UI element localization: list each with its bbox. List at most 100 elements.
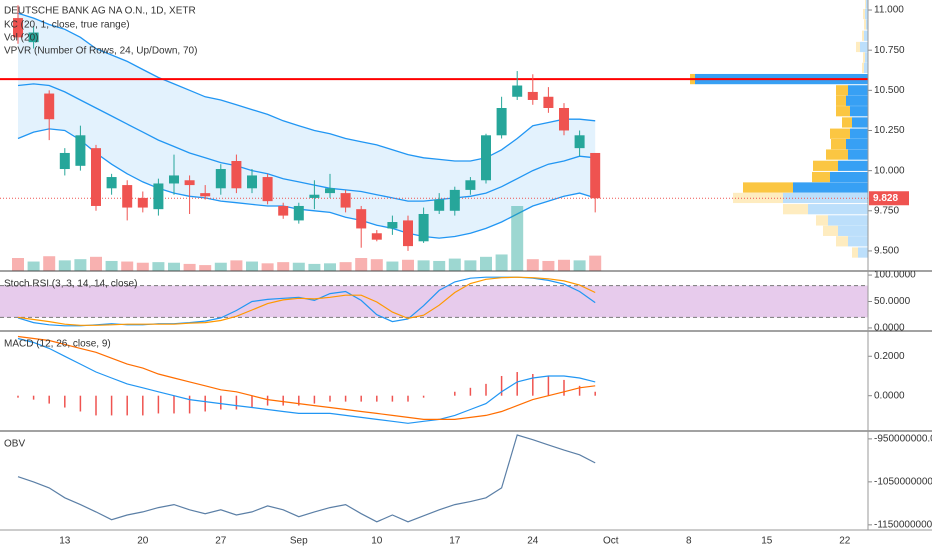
band-fill: [18, 13, 596, 239]
profile-up: [793, 182, 868, 193]
candle-body: [153, 183, 164, 210]
candle-body: [574, 135, 585, 149]
profile-up: [808, 204, 868, 215]
x-tick-label: 20: [137, 536, 149, 547]
y-tick-label: 0.0000: [874, 323, 905, 334]
candle-body: [325, 188, 335, 194]
volume-bar: [386, 261, 399, 271]
candle-body: [309, 194, 320, 198]
candle-body: [137, 197, 148, 208]
profile-down: [865, 0, 866, 9]
profile-down: [813, 160, 838, 171]
profile-up: [828, 215, 868, 226]
pane-title: Vol (20): [4, 33, 38, 44]
price-axis: -950000000.0000 -1050000000.0000 -11500000…: [868, 434, 932, 530]
volume-bar: [589, 255, 602, 271]
volume-bar: [199, 265, 212, 271]
band-line: [17, 83, 596, 202]
profile-up: [866, 19, 868, 30]
volume-bar: [402, 259, 414, 271]
volume-bar: [121, 261, 134, 271]
indicator-line: [17, 276, 596, 326]
candle-body: [122, 185, 133, 208]
y-tick-label: -1050000000.0000: [874, 477, 932, 488]
volume-bar: [308, 263, 321, 271]
profile-down: [826, 149, 848, 160]
x-tick-label: 17: [449, 536, 461, 547]
volume-bar: [246, 261, 258, 271]
x-tick-label: 22: [839, 536, 851, 547]
profile-down: [836, 85, 848, 96]
profile-up: [846, 95, 868, 106]
volume-bar: [12, 258, 24, 271]
pane-title: VPVR (Number Of Rows, 24, Up/Down, 70): [4, 46, 197, 57]
candle-body: [293, 205, 304, 221]
candle-body: [247, 175, 257, 189]
volume-bar: [339, 262, 352, 271]
indicator-line: [17, 335, 596, 420]
volume-bar: [105, 260, 118, 271]
profile-up: [852, 117, 868, 128]
candle-body: [262, 177, 273, 202]
indicator-line: [17, 337, 596, 424]
y-tick-label: 10.250: [874, 125, 905, 136]
candle-body: [559, 107, 569, 131]
profile-up: [860, 41, 868, 53]
volume-bar: [230, 260, 243, 271]
y-tick-label: 11.000: [874, 5, 904, 16]
candle-body: [418, 213, 429, 242]
candle-body: [496, 107, 507, 136]
candle-body: [434, 199, 445, 211]
volume-bar: [511, 206, 524, 271]
profile-up: [830, 171, 868, 183]
candle-body: [512, 85, 523, 97]
profile-up: [866, 0, 868, 9]
x-tick-label: 10: [371, 536, 383, 547]
profile-up: [838, 225, 868, 236]
y-tick-label: 10.750: [874, 45, 905, 56]
volume-bar: [448, 258, 461, 271]
profile-down: [856, 41, 860, 53]
candle-body: [200, 193, 211, 197]
candle-body: [449, 189, 460, 211]
y-tick-label: 10.500: [874, 85, 905, 96]
volume-bar: [277, 262, 290, 271]
profile-up: [850, 128, 868, 139]
profile-down: [783, 204, 808, 215]
candle-body: [169, 175, 179, 184]
profile-up: [865, 52, 868, 63]
volume-bar: [558, 259, 570, 271]
price-axis: 0.2000 0.0000: [868, 351, 905, 401]
candle-body: [28, 32, 39, 43]
profile-down: [852, 247, 858, 258]
x-tick-label: 13: [59, 536, 71, 547]
profile-up: [838, 160, 868, 171]
x-tick-label: 8: [686, 536, 692, 547]
y-tick-label: -950000000.0000: [874, 434, 932, 445]
x-tick-label: 15: [761, 536, 773, 547]
y-tick-label: 10.000: [874, 165, 905, 176]
profile-up: [846, 139, 868, 150]
y-tick-label: 9.500: [874, 246, 899, 257]
volume-bar: [183, 263, 196, 271]
volume-bar: [168, 262, 180, 271]
candle-body: [543, 96, 554, 108]
volume-bar: [370, 259, 383, 271]
volume-bar: [480, 256, 492, 271]
candle-body: [465, 180, 476, 190]
candle-body: [278, 205, 289, 216]
profile-down: [812, 171, 830, 183]
candle-body: [356, 209, 367, 229]
band-fill: [0, 285, 868, 318]
x-tick-label: 24: [527, 536, 539, 547]
candle-body: [481, 135, 491, 181]
profile-down: [842, 117, 852, 128]
x-tick-label: 27: [215, 536, 227, 547]
candle-body: [403, 220, 413, 247]
volume-bar: [152, 262, 165, 271]
profile-down: [836, 106, 850, 117]
profile-up: [850, 106, 868, 117]
chart-title: DEUTSCHE BANK AG NA O.N., 1D, XETR: [4, 6, 196, 17]
profile-down: [831, 139, 846, 150]
pane-title: KC (20, 1, close, true range): [4, 20, 130, 31]
